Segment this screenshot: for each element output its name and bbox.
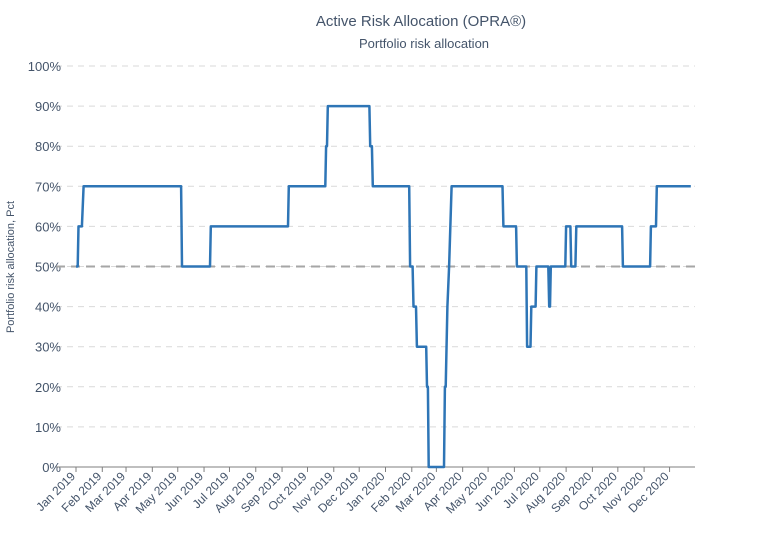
chart-subtitle: Portfolio risk allocation: [359, 36, 489, 51]
y-tick-label: 50%: [35, 260, 61, 275]
series-line: [76, 104, 691, 469]
y-tick-label: 30%: [35, 340, 61, 355]
y-tick-label: 10%: [35, 420, 61, 435]
y-tick-label: 80%: [35, 139, 61, 154]
y-tick-label: 100%: [28, 59, 62, 74]
y-tick-label: 90%: [35, 99, 61, 114]
y-tick-label: 70%: [35, 179, 61, 194]
y-axis-label: Portfolio risk allocation, Pct: [5, 201, 17, 333]
y-tick-label: 60%: [35, 219, 61, 234]
y-tick-label: 40%: [35, 300, 61, 315]
chart-title: Active Risk Allocation (OPRA®): [316, 13, 526, 30]
y-axis-ticks: 0% 10% 20% 30% 40% 50% 60% 70% 80% 90% 100%: [28, 59, 62, 475]
y-tick-label: 20%: [35, 380, 61, 395]
y-tick-label: 0%: [42, 460, 61, 475]
series-group: [76, 104, 691, 469]
gridlines: [56, 65, 695, 428]
